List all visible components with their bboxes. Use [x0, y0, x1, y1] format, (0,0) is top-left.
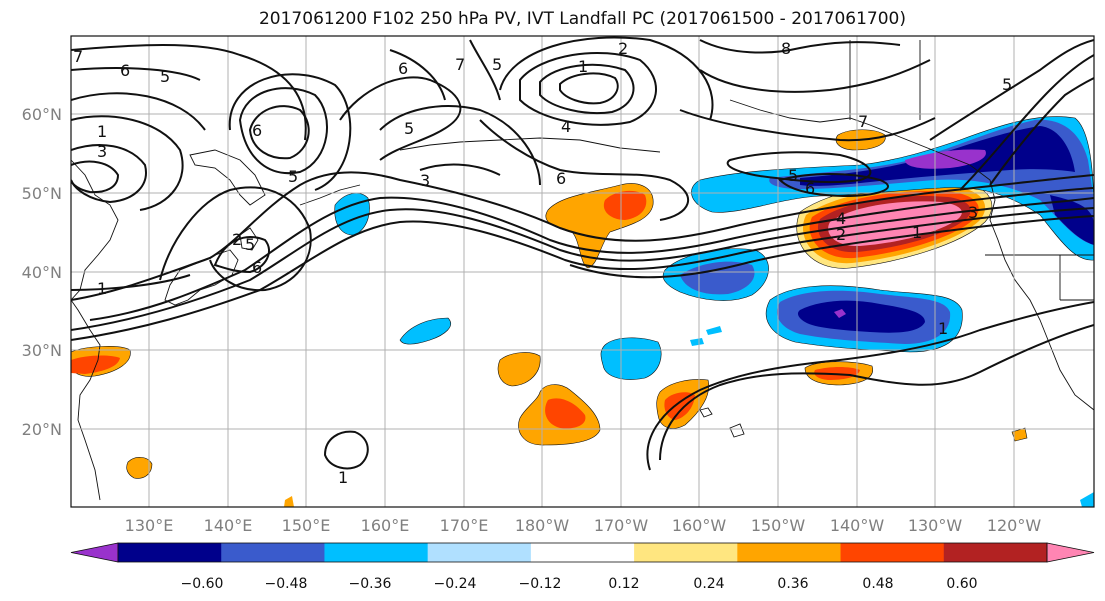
colorbar-segment [118, 543, 222, 562]
colorbar-tick-label: 0.60 [946, 576, 977, 592]
colorbar-tick-label: 0.48 [862, 576, 893, 592]
contour-label: 5 [288, 167, 298, 186]
lon-label: 130°W [908, 516, 963, 535]
gridlines [71, 36, 1094, 507]
contour-label: 6 [252, 258, 262, 277]
contour-label: 2 [836, 225, 846, 244]
lat-labels: 60°N 50°N 40°N 30°N 20°N [22, 105, 62, 439]
contour-label: 2 [618, 39, 628, 58]
contour-label: 6 [398, 59, 408, 78]
colorbar-segment [530, 543, 635, 562]
lon-label: 140°E [204, 516, 253, 535]
contour-label: 1 [912, 223, 922, 242]
contour-label: 6 [252, 121, 262, 140]
colorbar-frame [117, 542, 1048, 563]
lon-label: 160°E [361, 516, 410, 535]
contour-label: 6 [556, 169, 566, 188]
contour-label: 5 [404, 119, 414, 138]
colorbar-tick-label: −0.48 [265, 576, 308, 592]
contour-label: 1 [338, 468, 348, 487]
lon-label: 150°E [282, 516, 331, 535]
contour-label: 3 [420, 171, 430, 190]
colorbar-segment [324, 543, 429, 562]
lat-label: 50°N [22, 184, 62, 203]
map-frame [70, 35, 1095, 508]
lat-label: 30°N [22, 341, 62, 360]
colorbar-tick-label: 0.36 [777, 576, 808, 592]
colorbar-extend-max [1046, 542, 1095, 563]
lat-label: 40°N [22, 263, 62, 282]
contour-label: 4 [836, 209, 846, 228]
pv-contours [71, 36, 1094, 471]
contour-labels: 7 6 5 6 7 5 2 1 8 5 1 3 5 6 5 3 4 6 7 5 [73, 39, 1012, 487]
contour-label: 5 [788, 166, 798, 185]
contour-label: 1 [578, 57, 588, 76]
colorbar-extend-min [70, 542, 119, 563]
contour-label: 7 [73, 47, 83, 66]
lat-label: 60°N [22, 105, 62, 124]
lon-label: 180°W [515, 516, 570, 535]
lon-label: 150°W [751, 516, 806, 535]
colorbar-tick-label: −0.60 [181, 576, 224, 592]
lon-label: 170°E [440, 516, 489, 535]
contour-label: 8 [781, 39, 791, 58]
contour-label: 7 [858, 112, 868, 131]
colorbar-tick-label: −0.24 [434, 576, 477, 592]
lon-label: 170°W [594, 516, 649, 535]
lat-label: 20°N [22, 420, 62, 439]
figure-title: 2017061200 F102 250 hPa PV, IVT Landfall… [258, 9, 906, 29]
lon-label: 130°E [125, 516, 174, 535]
contour-label: 5 [245, 235, 255, 254]
colorbar-tick-label: −0.12 [519, 576, 562, 592]
lon-label: 140°W [830, 516, 885, 535]
contour-label: 3 [968, 203, 978, 222]
colorbar-segment [943, 543, 1048, 562]
coastlines [71, 40, 1094, 501]
lon-label: 160°W [672, 516, 727, 535]
contour-label: 5 [492, 55, 502, 74]
lon-label: 120°W [987, 516, 1042, 535]
colorbar-labels: −0.60 −0.48 −0.36 −0.24 −0.12 0.12 0.24 … [181, 576, 978, 592]
colorbar-segment [840, 543, 945, 562]
colorbar-segment [221, 543, 325, 562]
contour-label: 2 [232, 230, 242, 249]
contour-label: 1 [97, 122, 107, 141]
colorbar-segment [737, 543, 842, 562]
colorbar-segment [634, 543, 738, 562]
contour-label: 7 [455, 55, 465, 74]
colorbar-tick-label: −0.36 [349, 576, 392, 592]
contour-label: 1 [938, 319, 948, 338]
colorbar-segment [427, 543, 532, 562]
contour-label: 5 [160, 67, 170, 86]
colorbar-tick-label: 0.24 [693, 576, 724, 592]
contour-label: 6 [120, 61, 130, 80]
contour-label: 4 [561, 117, 571, 136]
colorbar [70, 542, 1095, 563]
lon-labels: 130°E 140°E 150°E 160°E 170°E 180°W 170°… [125, 516, 1042, 535]
contour-label: 1 [97, 279, 107, 298]
colorbar-tick-label: 0.12 [608, 576, 639, 592]
contour-label: 6 [805, 179, 815, 198]
contour-label: 5 [1002, 75, 1012, 94]
contour-label: 3 [97, 142, 107, 161]
